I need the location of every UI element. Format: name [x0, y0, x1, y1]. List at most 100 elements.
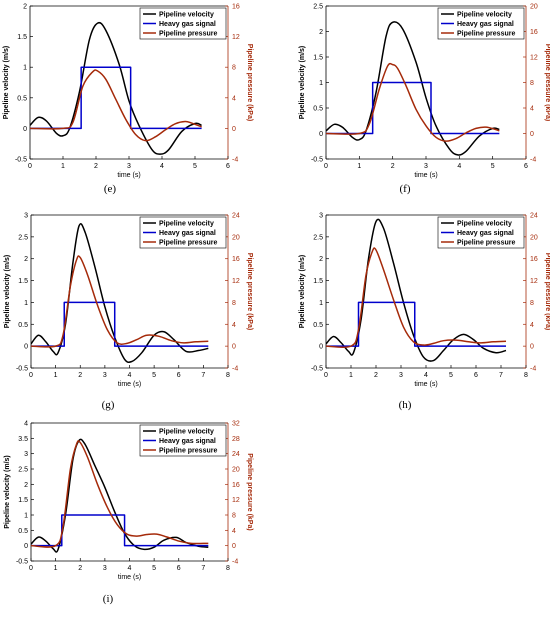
- y-right-tick-label: 0: [232, 543, 236, 550]
- legend-entry: Heavy gas signal: [159, 230, 216, 237]
- y-left-tick-label: 0: [319, 344, 323, 351]
- y-right-axis-label: Pipeline pressure (kPa): [246, 453, 253, 530]
- legend: Pipeline velocity Heavy gas signal Pipelin…: [139, 424, 227, 457]
- x-tick-label: 6: [177, 372, 181, 379]
- x-tick-label: 4: [128, 565, 132, 572]
- x-axis-label: time (s): [117, 172, 140, 179]
- x-tick-label: 0: [324, 372, 328, 379]
- x-tick-label: 4: [160, 163, 164, 170]
- y-right-tick-label: 16: [530, 29, 538, 36]
- y-left-tick-label: -0.5: [311, 366, 323, 373]
- legend-entry: Pipeline pressure: [457, 240, 515, 247]
- series-line-pipeline-velocity: [30, 21, 202, 155]
- panel-caption: (h): [399, 399, 412, 411]
- legend-entry: Pipeline pressure: [159, 240, 217, 247]
- x-tick-label: 2: [78, 372, 82, 379]
- x-tick-label: 2: [374, 372, 378, 379]
- x-tick-label: 1: [54, 372, 58, 379]
- y-left-tick-label: 1.5: [313, 55, 323, 62]
- y-left-tick-label: -0.5: [16, 559, 28, 566]
- y-left-tick-label: 1.5: [18, 278, 28, 285]
- y-left-tick-label: 2.5: [18, 467, 28, 474]
- y-left-tick-label: 0.5: [313, 106, 323, 113]
- x-tick-label: 0: [28, 163, 32, 170]
- x-tick-label: 3: [424, 163, 428, 170]
- y-left-tick-label: 1: [24, 513, 28, 520]
- panel-caption: (i): [103, 593, 114, 605]
- series-line-pipeline-velocity: [326, 21, 500, 156]
- x-axis-label: time (s): [118, 574, 141, 581]
- series-line-pipeline-pressure: [326, 247, 507, 349]
- legend: Pipeline velocity Heavy gas signal Pipelin…: [437, 216, 525, 249]
- x-tick-label: 3: [127, 163, 131, 170]
- legend-entry: Heavy gas signal: [159, 438, 216, 445]
- y-left-tick-label: 2.5: [313, 234, 323, 241]
- panel-caption: (e): [104, 183, 117, 195]
- y-right-tick-label: 8: [232, 300, 236, 307]
- legend-entry: Heavy gas signal: [457, 21, 514, 28]
- series-line-pipeline-pressure: [31, 440, 209, 548]
- y-right-tick-label: -4: [232, 157, 238, 164]
- y-left-tick-label: 1.5: [18, 497, 28, 504]
- x-tick-label: 3: [103, 565, 107, 572]
- legend-entry: Pipeline pressure: [159, 31, 217, 38]
- y-right-tick-label: 32: [232, 421, 240, 428]
- y-right-axis-label: Pipeline pressure (kPa): [544, 253, 550, 330]
- series-line-heavy-gas-signal: [31, 301, 209, 347]
- y-left-tick-label: 3: [319, 213, 323, 220]
- chart-panel-g: 0 1 2 3 4 5 6 7 8-0.500.511.522.53-404812162024t…: [4, 213, 253, 412]
- y-left-tick-label: 0: [24, 543, 28, 550]
- x-tick-label: 6: [524, 163, 528, 170]
- y-right-axis-label: Pipeline pressure (kPa): [246, 253, 253, 330]
- y-right-tick-label: -4: [232, 559, 238, 566]
- x-tick-label: 2: [94, 163, 98, 170]
- y-left-tick-label: -0.5: [311, 157, 323, 164]
- y-left-axis-label: Pipeline velocity (m/s): [4, 255, 11, 329]
- y-left-tick-label: 0: [24, 344, 28, 351]
- x-tick-label: 5: [449, 372, 453, 379]
- y-left-axis-label: Pipeline velocity (m/s): [299, 46, 306, 120]
- legend-entry: Pipeline pressure: [457, 31, 515, 38]
- y-right-tick-label: 24: [232, 213, 240, 220]
- y-right-tick-label: -4: [530, 157, 536, 164]
- x-tick-label: 0: [324, 163, 328, 170]
- legend-entry: Heavy gas signal: [457, 230, 514, 237]
- legend-entry: Pipeline pressure: [159, 448, 217, 455]
- y-right-tick-label: 8: [530, 300, 534, 307]
- y-right-tick-label: 16: [232, 4, 240, 11]
- x-tick-label: 4: [457, 163, 461, 170]
- legend-entry: Pipeline velocity: [159, 221, 214, 228]
- y-left-tick-label: 2.5: [313, 4, 323, 11]
- legend: Pipeline velocity Heavy gas signal Pipelin…: [437, 7, 525, 40]
- y-right-tick-label: 4: [232, 322, 236, 329]
- x-tick-label: 6: [226, 163, 230, 170]
- y-left-tick-label: 3: [24, 451, 28, 458]
- y-right-tick-label: 12: [530, 55, 538, 62]
- y-left-tick-label: 1.5: [313, 278, 323, 285]
- y-right-tick-label: 24: [232, 451, 240, 458]
- x-axis-label: time (s): [118, 381, 141, 388]
- y-right-tick-label: 0: [232, 344, 236, 351]
- y-right-tick-label: 20: [530, 234, 538, 241]
- y-right-tick-label: 20: [530, 4, 538, 11]
- y-right-tick-label: 8: [232, 513, 236, 520]
- y-left-tick-label: 0.5: [313, 322, 323, 329]
- legend-entry: Pipeline velocity: [159, 429, 214, 436]
- panel-caption: (f): [400, 183, 411, 195]
- x-axis-label: time (s): [414, 381, 437, 388]
- y-right-tick-label: 0: [530, 344, 534, 351]
- x-tick-label: 1: [61, 163, 65, 170]
- y-right-tick-label: 8: [232, 65, 236, 72]
- y-right-axis-label: Pipeline pressure (kPa): [246, 44, 253, 121]
- x-tick-label: 5: [193, 163, 197, 170]
- series-line-pipeline-pressure: [31, 255, 209, 348]
- y-left-tick-label: 1: [319, 300, 323, 307]
- y-right-tick-label: 16: [232, 256, 240, 263]
- x-tick-label: 2: [78, 565, 82, 572]
- y-right-tick-label: -4: [530, 366, 536, 373]
- x-tick-label: 0: [29, 372, 33, 379]
- series-line-heavy-gas-signal: [30, 66, 202, 130]
- y-right-tick-label: 0: [530, 131, 534, 138]
